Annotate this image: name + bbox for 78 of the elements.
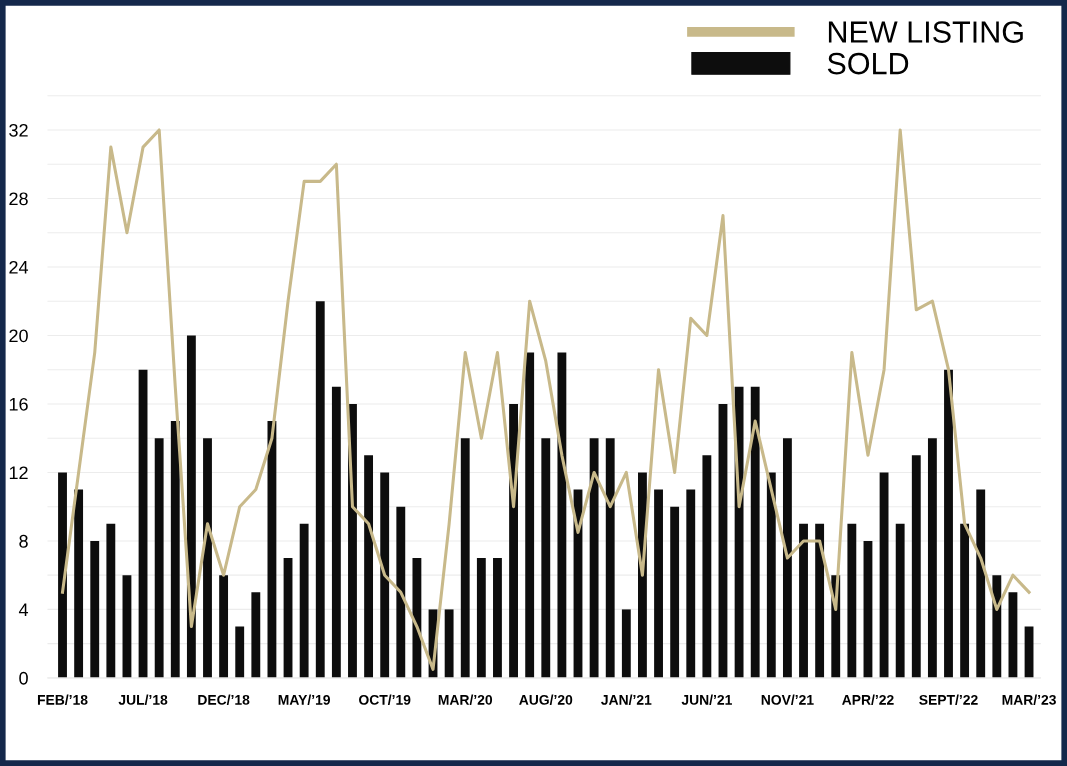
x-tick-label: JAN/’21	[601, 694, 652, 705]
y-tick-label: 24	[9, 260, 29, 274]
bar	[815, 523, 825, 678]
y-tick-label: 28	[9, 192, 28, 206]
bar	[863, 540, 873, 678]
bar	[525, 352, 535, 678]
bar	[1008, 592, 1018, 678]
bar	[380, 472, 390, 678]
bar	[750, 386, 760, 678]
x-tick-label: DEC/’18	[198, 694, 250, 705]
y-tick-label: 16	[9, 397, 28, 411]
bar	[686, 489, 696, 678]
x-tick-label: JUN/’21	[681, 694, 732, 705]
x-tick-label: AUG/’20	[519, 694, 573, 705]
bar	[299, 523, 309, 678]
x-tick-label: SEPT/’22	[919, 694, 978, 705]
y-tick-label: 32	[9, 123, 28, 137]
bar	[186, 335, 196, 678]
bar	[702, 455, 712, 678]
bar	[799, 523, 808, 678]
legend-label: SOLD	[827, 52, 909, 75]
bar	[895, 523, 905, 678]
bar	[74, 489, 84, 678]
bar	[251, 592, 261, 678]
bar	[718, 403, 728, 678]
y-tick-label: 0	[19, 671, 28, 685]
bar	[122, 575, 132, 678]
x-tick-label: APR/’22	[842, 694, 894, 705]
bar	[911, 455, 921, 678]
bar	[670, 506, 680, 678]
bar	[557, 352, 567, 678]
bar	[396, 506, 406, 678]
bar	[106, 523, 116, 678]
bar	[154, 438, 164, 678]
bar	[235, 626, 245, 678]
y-tick-label: 20	[9, 329, 28, 343]
bar	[654, 489, 663, 678]
line-series	[60, 128, 1031, 671]
bar	[541, 438, 551, 678]
bar	[364, 455, 374, 678]
bar	[267, 421, 277, 678]
bar	[444, 609, 454, 678]
bar	[493, 558, 502, 678]
bar	[976, 489, 986, 678]
bar	[58, 472, 67, 678]
y-tick-label: 8	[19, 534, 28, 548]
x-tick-label: MAR/’23	[1002, 694, 1056, 705]
bar	[879, 472, 889, 678]
bar	[782, 438, 792, 678]
x-tick-label: NOV/’21	[761, 694, 814, 705]
bar	[283, 558, 293, 678]
bar	[170, 421, 180, 678]
bar	[460, 438, 470, 678]
bar	[605, 438, 615, 678]
bar	[476, 558, 486, 678]
bar	[90, 540, 100, 678]
bar	[621, 609, 631, 678]
bar	[219, 575, 229, 678]
bar	[960, 523, 970, 678]
y-tick-label: 12	[9, 466, 28, 479]
bar	[589, 438, 599, 678]
legend-label: NEW LISTING	[828, 21, 1023, 43]
bar	[138, 369, 148, 678]
bar	[331, 386, 341, 678]
bar	[203, 438, 212, 678]
bar	[766, 472, 776, 678]
x-tick-label: MAY/’19	[278, 694, 331, 705]
x-tick-label: JUL/’18	[118, 694, 168, 705]
x-tick-label: MAR/’20	[438, 694, 493, 705]
bar	[412, 558, 422, 678]
y-tick-label: 4	[18, 603, 29, 616]
bar	[992, 575, 1002, 678]
bar	[315, 301, 325, 678]
bar	[847, 523, 857, 678]
x-tick-label: OCT/’19	[359, 694, 411, 705]
bar	[927, 438, 937, 678]
x-tick-label: FEB/’18	[37, 694, 88, 705]
bar	[944, 369, 953, 678]
